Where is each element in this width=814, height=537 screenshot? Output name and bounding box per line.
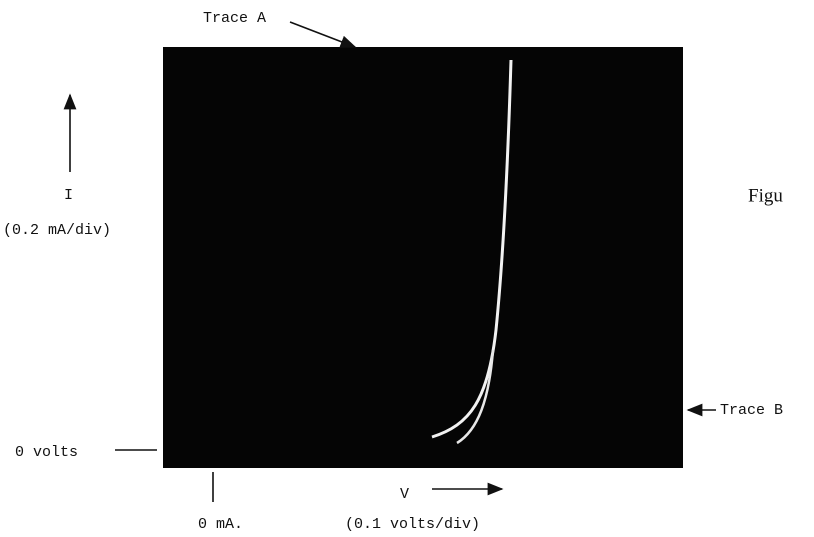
arrow <box>290 22 355 47</box>
trace-b-label: Trace B <box>720 402 783 419</box>
oscilloscope-screen <box>163 47 683 468</box>
figure: Trace A I (0.2 mA/div) Figu Trace B 0 vo… <box>0 0 814 537</box>
x-scale: (0.1 volts/div) <box>345 516 480 533</box>
zero-ma: 0 mA. <box>198 516 243 533</box>
zero-volts: 0 volts <box>15 444 78 461</box>
y-symbol: I <box>64 187 73 204</box>
trace-a-label: Trace A <box>203 10 266 27</box>
figure-caption: Figu <box>748 185 783 206</box>
y-scale: (0.2 mA/div) <box>3 222 111 239</box>
x-symbol: V <box>400 486 409 503</box>
